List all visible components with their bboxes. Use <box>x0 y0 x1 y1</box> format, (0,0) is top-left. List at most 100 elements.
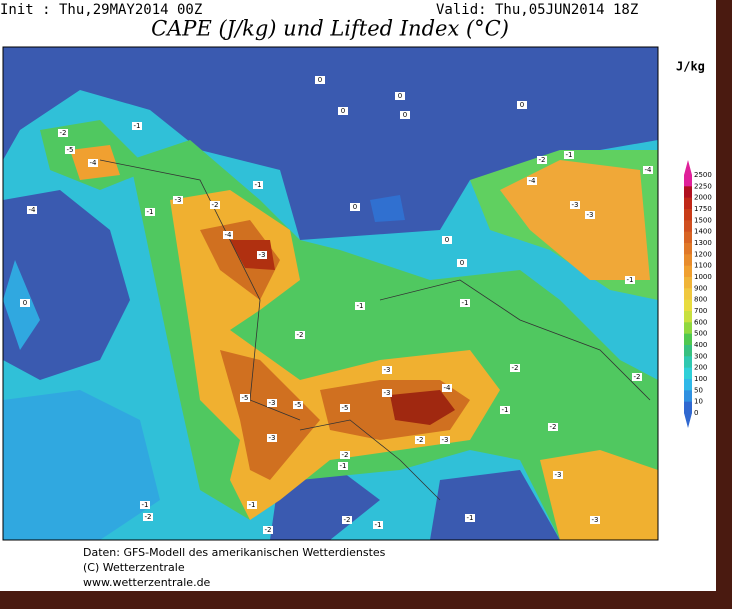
lifted-index-label: -3 <box>384 366 391 374</box>
colorbar-segment <box>684 311 692 323</box>
label-box <box>625 276 635 284</box>
lifted-index-label: -1 <box>375 521 382 529</box>
label-box <box>257 251 267 259</box>
label-box <box>570 201 580 209</box>
lifted-index-label: -2 <box>212 201 219 209</box>
colorbar-label: 400 <box>694 341 707 349</box>
label-box <box>267 399 277 407</box>
lifted-index-label: -4 <box>29 206 37 214</box>
lifted-index-label: -2 <box>342 451 349 459</box>
footer-line: www.wetterzentrale.de <box>83 576 211 589</box>
label-box <box>263 526 273 534</box>
label-box <box>590 516 600 524</box>
label-box <box>564 151 574 159</box>
lifted-index-label: -1 <box>255 181 262 189</box>
lifted-index-label: -5 <box>67 146 74 154</box>
lifted-index-label: -5 <box>242 394 249 402</box>
colorbar-segment <box>684 243 692 255</box>
label-box <box>88 159 98 167</box>
lifted-index-label: 0 <box>460 259 464 267</box>
label-box <box>342 516 352 524</box>
label-box <box>340 451 350 459</box>
label-box <box>510 364 520 372</box>
colorbar-segment <box>684 186 692 199</box>
colorbar-segment <box>684 322 692 335</box>
colorbar-label: 1000 <box>694 273 712 281</box>
colorbar-segment <box>684 197 692 210</box>
lifted-index-label: -1 <box>467 514 474 522</box>
label-box <box>173 196 183 204</box>
label-box <box>340 404 350 412</box>
lifted-index-label: -4 <box>645 166 653 174</box>
lifted-index-label: 0 <box>318 76 322 84</box>
lifted-index-label: -4 <box>90 159 98 167</box>
colorbar-label: 2250 <box>694 182 712 190</box>
colorbar-label: 800 <box>694 296 707 304</box>
colorbar-unit: J/kg <box>676 60 705 74</box>
map-title: CAPE (J/kg) und Lifted Index (°C) <box>151 17 509 41</box>
lifted-index-label: -3 <box>442 436 449 444</box>
colorbar-segment <box>684 175 692 187</box>
label-box <box>145 208 155 216</box>
colorbar-segment <box>684 209 692 221</box>
label-box <box>442 384 452 392</box>
lifted-index-label: -4 <box>529 177 537 185</box>
label-box <box>315 76 325 84</box>
label-box <box>460 299 470 307</box>
map: -2 -5 -4 -1 0 0 0 0 0 -1 -2 -3 -1 -4 -4 -3 0 0 0 -1 -2 -1 -4 -2… <box>2 46 659 541</box>
colorbar-segment <box>684 390 692 403</box>
lifted-index-label: 0 <box>520 101 524 109</box>
label-box <box>585 211 595 219</box>
label-box <box>442 236 452 244</box>
init-time: Init : Thu,29MAY2014 00Z <box>0 2 202 18</box>
colorbar-segment <box>684 367 692 380</box>
label-box <box>338 107 348 115</box>
lifted-index-label: -2 <box>512 364 519 372</box>
label-box <box>210 201 220 209</box>
colorbar-cap <box>684 160 692 175</box>
label-box <box>553 471 563 479</box>
label-box <box>632 373 642 381</box>
lifted-index-label: -3 <box>269 399 276 407</box>
lifted-index-label: -4 <box>444 384 452 392</box>
valid-time: Valid: Thu,05JUN2014 18Z <box>436 2 638 18</box>
label-box <box>517 101 527 109</box>
label-box <box>548 423 558 431</box>
lifted-index-label: -2 <box>344 516 351 524</box>
colorbar-segment <box>684 379 692 391</box>
colorbar-label: 1200 <box>694 250 712 258</box>
label-box <box>465 514 475 522</box>
colorbar-segment <box>684 277 692 289</box>
lifted-index-label: -2 <box>265 526 272 534</box>
label-box <box>58 129 68 137</box>
lifted-index-label: -3 <box>259 251 266 259</box>
lifted-index-label: -1 <box>147 208 154 216</box>
label-box <box>537 156 547 164</box>
colorbar: 2500225020001750150014001300120011001000… <box>684 160 712 428</box>
label-box <box>140 501 150 509</box>
label-box <box>132 122 142 130</box>
colorbar-segment <box>684 231 692 244</box>
lifted-index-label: -2 <box>550 423 557 431</box>
label-box <box>223 231 233 239</box>
lifted-index-label: -3 <box>572 201 579 209</box>
lifted-index-label: -2 <box>417 436 424 444</box>
colorbar-label: 300 <box>694 352 707 360</box>
colorbar-label: 10 <box>694 398 703 406</box>
lifted-index-label: -5 <box>295 401 302 409</box>
colorbar-label: 0 <box>694 409 698 417</box>
lifted-index-label: -3 <box>269 434 276 442</box>
label-box <box>27 206 37 214</box>
lifted-index-label: 0 <box>353 203 357 211</box>
lifted-index-label: -5 <box>342 404 349 412</box>
label-box <box>457 259 467 267</box>
colorbar-segment <box>684 254 692 267</box>
lifted-index-label: -1 <box>502 406 509 414</box>
lifted-index-label: -1 <box>249 501 256 509</box>
label-box <box>350 203 360 211</box>
lifted-index-label: -1 <box>340 462 347 470</box>
lifted-index-label: -3 <box>555 471 562 479</box>
lifted-index-label: -1 <box>566 151 573 159</box>
colorbar-label: 50 <box>694 386 703 394</box>
lifted-index-label: -2 <box>145 513 152 521</box>
